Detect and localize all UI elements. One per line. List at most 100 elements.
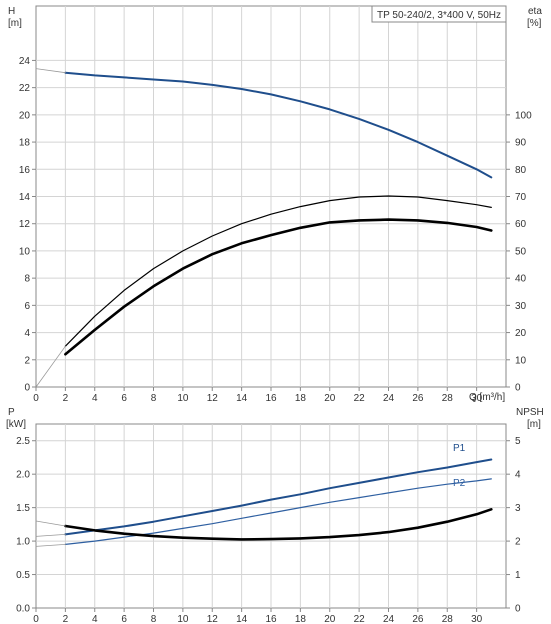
y-right-tick-label: 50 <box>515 246 527 257</box>
y-left-tick-label: 18 <box>19 138 31 149</box>
y-right-tick-label: 70 <box>515 192 527 203</box>
top-right-axis-label-1: eta <box>528 6 542 17</box>
x-tick-label: 6 <box>121 614 127 624</box>
x-tick-label: 20 <box>324 393 336 404</box>
top-panel-series <box>35 68 493 388</box>
x-tick-label: 16 <box>265 393 277 404</box>
legend-label-p2: P2 <box>453 478 466 489</box>
x-tick-label: 12 <box>207 393 219 404</box>
y-left-tick-label: 24 <box>19 56 31 67</box>
series-line-0 <box>64 458 493 536</box>
y-right-tick-label: 40 <box>515 274 527 285</box>
y-right-tick-label: 100 <box>515 110 532 121</box>
y-right-tick-label: 20 <box>515 328 527 339</box>
series-line-5 <box>35 520 66 527</box>
y-left-tick-label: 1.5 <box>16 503 30 514</box>
x-tick-label: 4 <box>92 614 98 624</box>
x-tick-label: 24 <box>383 614 395 624</box>
series-line-2 <box>64 195 492 347</box>
legend-label-p1: P1 <box>453 443 466 454</box>
series-line-0 <box>64 71 493 179</box>
y-right-tick-label: 10 <box>515 355 527 366</box>
x-tick-label: 14 <box>236 614 248 624</box>
x-axis-label: Q [m³/h] <box>469 392 505 403</box>
series-line-1 <box>35 68 66 74</box>
y-right-tick-label: 1 <box>515 570 521 581</box>
x-tick-label: 14 <box>236 393 248 404</box>
y-right-tick-label: 0 <box>515 383 521 394</box>
x-tick-label: 20 <box>324 614 336 624</box>
x-tick-label: 10 <box>177 393 189 404</box>
bottom-panel-series <box>35 458 493 547</box>
y-right-tick-label: 90 <box>515 138 527 149</box>
x-tick-label: 12 <box>207 614 219 624</box>
series-line-3 <box>64 218 493 356</box>
y-right-tick-label: 80 <box>515 165 527 176</box>
bottom-panel-grid <box>36 424 506 608</box>
bottom-panel-tick-labels: 0 2 4 6 8 10 12 14 16 18 20 22 24 26 28 300.00.51.01.52… <box>16 436 521 624</box>
series-line-3 <box>35 544 66 547</box>
top-left-axis-label-2: [m] <box>8 18 22 29</box>
x-tick-label: 2 <box>63 614 69 624</box>
x-tick-label: 18 <box>295 614 307 624</box>
x-tick-label: 8 <box>151 614 157 624</box>
y-left-tick-label: 6 <box>24 301 30 312</box>
x-tick-label: 28 <box>442 393 454 404</box>
y-left-tick-label: 8 <box>24 274 30 285</box>
y-right-tick-label: 4 <box>515 470 521 481</box>
y-left-tick-label: 2.0 <box>16 470 30 481</box>
y-left-tick-label: 16 <box>19 165 31 176</box>
x-tick-label: 10 <box>177 614 189 624</box>
y-left-tick-label: 0.0 <box>16 604 30 615</box>
series-line-4 <box>35 345 66 388</box>
bottom-right-axis-label-2: [m] <box>527 419 541 430</box>
y-left-tick-label: 22 <box>19 83 31 94</box>
x-tick-label: 18 <box>295 393 307 404</box>
chart-title-box <box>371 5 507 23</box>
y-right-tick-label: 5 <box>515 436 521 447</box>
series-line-1 <box>35 534 66 537</box>
x-tick-label: 30 <box>471 393 483 404</box>
top-left-axis-label-1: H <box>8 6 15 17</box>
x-tick-label: 16 <box>265 614 277 624</box>
series-line-4 <box>64 508 493 541</box>
chart-title: TP 50-240/2, 3*400 V, 50Hz <box>377 10 501 21</box>
power-npsh-panel: 0 2 4 6 8 10 12 14 16 18 20 22 24 26 28 300.00.51.01.52… <box>6 407 544 624</box>
x-tick-label: 28 <box>442 614 454 624</box>
x-tick-label: 8 <box>151 393 157 404</box>
x-tick-label: 26 <box>412 393 424 404</box>
x-tick-label: 26 <box>412 614 424 624</box>
bottom-left-axis-label-2: [kW] <box>6 419 26 430</box>
y-left-tick-label: 2.5 <box>16 436 30 447</box>
top-panel-grid <box>36 6 506 387</box>
y-left-tick-label: 4 <box>24 328 30 339</box>
y-right-tick-label: 30 <box>515 301 527 312</box>
y-right-tick-label: 0 <box>515 604 521 615</box>
x-tick-label: 2 <box>63 393 69 404</box>
y-left-tick-label: 0 <box>24 383 30 394</box>
y-left-tick-label: 1.0 <box>16 537 30 548</box>
x-tick-label: 24 <box>383 393 395 404</box>
y-left-tick-label: 14 <box>19 192 31 203</box>
x-tick-label: 4 <box>92 393 98 404</box>
y-right-tick-label: 60 <box>515 219 527 230</box>
x-tick-label: 30 <box>471 614 483 624</box>
bottom-right-axis-label-1: NPSH <box>516 407 544 418</box>
x-tick-label: 6 <box>121 393 127 404</box>
x-tick-label: 0 <box>33 393 39 404</box>
x-tick-label: 22 <box>354 614 366 624</box>
top-panel-tick-labels: 0 2 4 6 8 10 12 14 16 18 20 22 24 26 28 300246810121416… <box>19 56 532 404</box>
y-right-tick-label: 2 <box>515 537 521 548</box>
bottom-left-axis-label-1: P <box>8 407 15 418</box>
x-tick-label: 22 <box>354 393 366 404</box>
y-left-tick-label: 0.5 <box>16 570 30 581</box>
y-left-tick-label: 20 <box>19 110 31 121</box>
y-left-tick-label: 2 <box>24 355 30 366</box>
head-efficiency-panel: 0 2 4 6 8 10 12 14 16 18 20 22 24 26 28 300246810121416… <box>8 5 542 404</box>
y-right-tick-label: 3 <box>515 503 521 514</box>
top-right-axis-label-2: [%] <box>527 18 542 29</box>
x-tick-label: 0 <box>33 614 39 624</box>
y-left-tick-label: 12 <box>19 219 31 230</box>
y-left-tick-label: 10 <box>19 246 31 257</box>
